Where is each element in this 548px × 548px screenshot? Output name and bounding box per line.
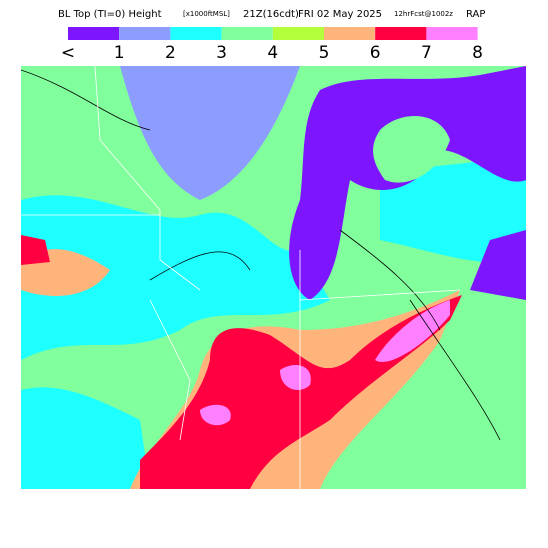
legend-swatch: [221, 27, 273, 40]
title: BL Top (TI=0) Height: [58, 9, 162, 20]
legend-label: 1: [114, 43, 125, 63]
map: [21, 66, 526, 489]
legend-swatch: [324, 27, 376, 40]
region: [120, 66, 300, 200]
legend-label: <: [61, 43, 75, 63]
region: [21, 195, 330, 360]
region: [280, 365, 311, 390]
contour: [21, 69, 501, 441]
legend: <1 2 3 4 5 6 7 8: [61, 27, 483, 63]
region: [373, 116, 450, 183]
legend-swatch: [68, 27, 120, 40]
model: RAP: [466, 9, 485, 20]
legend-label: 2: [165, 43, 176, 63]
legend-label: 4: [267, 43, 278, 63]
legend-label: 6: [370, 43, 381, 63]
valid-time: 21Z(16cdt): [243, 9, 299, 20]
lake: [470, 230, 526, 300]
legend-label: 5: [319, 43, 330, 63]
region: [140, 295, 462, 489]
boundary: [21, 66, 461, 489]
units: [x1000ftMSL]: [183, 10, 230, 18]
legend-swatch: [119, 27, 171, 40]
legend-swatch: [375, 27, 427, 40]
legend-swatch: [272, 27, 324, 40]
region: [21, 235, 50, 265]
legend-swatch: [426, 27, 478, 40]
region: [200, 404, 231, 426]
legend-label: 3: [216, 43, 227, 63]
legend-swatch: [170, 27, 222, 40]
forecast: 12hrFcst@1002z: [394, 10, 453, 18]
lake: [289, 66, 526, 300]
legend-label: 7: [421, 43, 432, 63]
legend-label: 8: [472, 43, 483, 63]
region: [21, 387, 150, 489]
date: FRI 02 May 2025: [298, 9, 382, 20]
